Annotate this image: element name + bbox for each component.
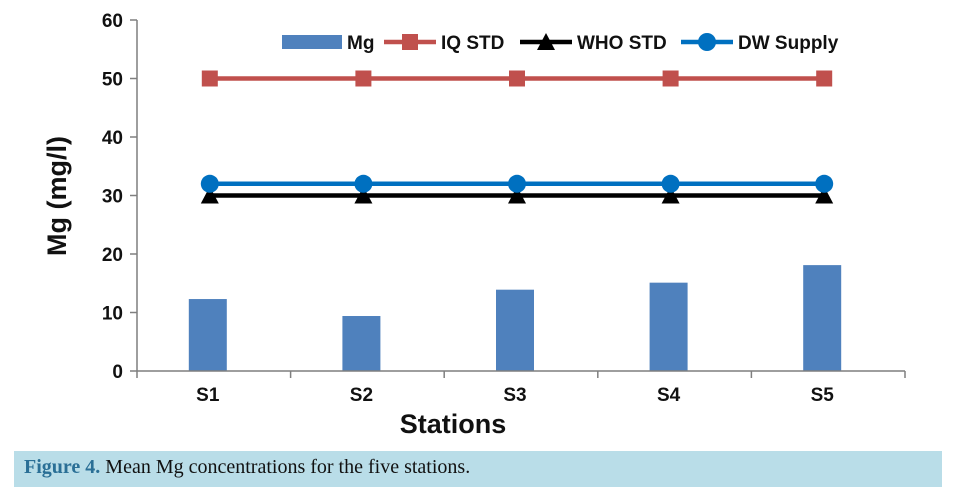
x-tick-label: S2 (350, 385, 373, 406)
y-tick-label: 40 (102, 128, 123, 149)
legend-label: Mg (347, 33, 374, 54)
point-marker (200, 186, 219, 204)
x-tick-label: S1 (196, 385, 220, 406)
legend: Mg IQ STD WHO STD DW Supply (282, 33, 839, 54)
y-tick-label: 50 (102, 70, 123, 91)
x-axis-categories: S1 S2 S3 S4 S5 (136, 371, 906, 406)
point-marker (815, 174, 834, 193)
y-tick-label: 30 (102, 187, 123, 208)
legend-item: IQ STD (384, 33, 504, 54)
point-marker (508, 186, 526, 204)
point-marker (508, 174, 526, 193)
point-marker (661, 186, 680, 204)
legend-label: IQ STD (441, 33, 504, 54)
legend-label: DW Supply (738, 33, 839, 54)
y-tick-label: 60 (102, 11, 123, 32)
point-marker (200, 174, 219, 193)
x-tick-label: S5 (811, 385, 835, 406)
point-marker (537, 33, 555, 50)
point-marker (354, 186, 373, 204)
bar (342, 316, 381, 371)
y-tick-label: 0 (112, 362, 123, 383)
figure-caption-text: Mean Mg concentrations for the five stat… (100, 456, 471, 478)
legend-swatch (282, 35, 342, 49)
bar (496, 289, 534, 371)
bar-series (188, 265, 842, 371)
x-axis-title: Stations (400, 409, 507, 439)
y-tick-label: 10 (102, 304, 123, 325)
x-tick-label: S3 (503, 385, 526, 406)
y-axis-title: Mg (mg/l) (42, 136, 72, 256)
bar (188, 299, 227, 371)
point-marker (661, 174, 680, 193)
legend-item: WHO STD (520, 33, 667, 54)
chart-canvas: 0 10 20 30 40 50 60 S1 S2 S3 S4 S5 Stations Mg (mg… (42, 11, 906, 439)
point-marker (354, 174, 373, 193)
point-marker (402, 34, 418, 50)
x-tick-label: S4 (657, 385, 681, 406)
bar (803, 265, 842, 371)
line-series (200, 70, 834, 204)
legend-item: Mg (282, 33, 374, 54)
point-marker (815, 186, 834, 204)
bar (649, 282, 688, 371)
point-marker (816, 70, 833, 87)
y-axis-ticks: 0 10 20 30 40 50 60 (102, 11, 137, 383)
point-marker (662, 70, 679, 87)
figure-label: Figure 4. (24, 456, 101, 478)
point-marker (698, 33, 716, 51)
point-marker (201, 70, 218, 87)
point-marker (509, 70, 525, 87)
y-tick-label: 20 (102, 245, 123, 266)
point-marker (355, 70, 372, 87)
legend-item: DW Supply (681, 33, 839, 54)
legend-label: WHO STD (577, 33, 667, 54)
figure-caption: Figure 4. Mean Mg concentrations for the… (14, 451, 942, 487)
